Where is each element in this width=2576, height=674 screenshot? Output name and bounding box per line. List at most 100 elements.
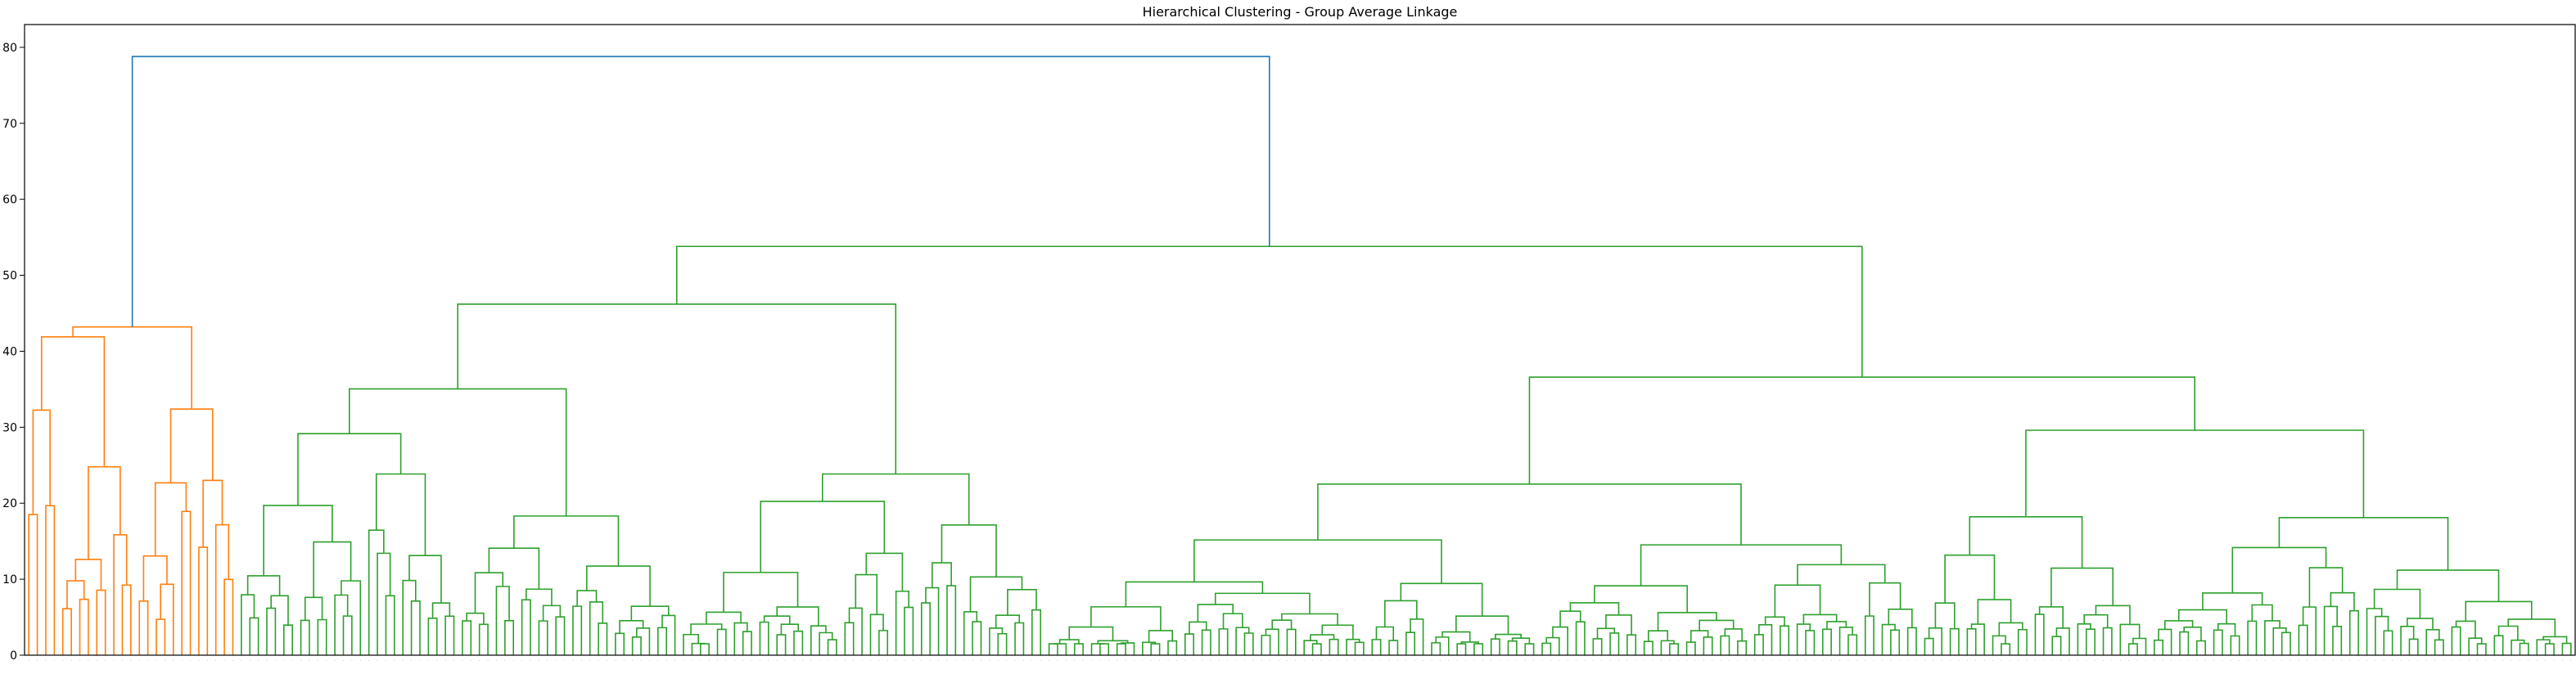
leaf-label: ·: [674, 658, 676, 663]
leaf-label: ·: [1431, 658, 1432, 663]
dendrogram-link: [2164, 620, 2194, 630]
leaf-label: ·: [547, 658, 548, 663]
dendrogram-link: [142, 555, 168, 601]
leaf-label: ·: [793, 658, 795, 663]
dendrogram-link: [1354, 641, 1365, 655]
dendrogram-link: [989, 627, 1004, 655]
dendrogram-link: [2251, 604, 2273, 622]
leaf-label: ·: [2247, 658, 2249, 663]
dendrogram-link: [74, 559, 102, 591]
dendrogram-link: [214, 523, 230, 655]
leaf-label: ·: [1924, 658, 1926, 663]
leaf-label: ·: [2434, 658, 2436, 663]
dendrogram-link: [2425, 629, 2440, 655]
dendrogram-link: [270, 595, 289, 626]
leaf-label: ·: [2213, 658, 2215, 663]
dendrogram-link: [1214, 592, 1311, 614]
dendrogram-link: [1992, 635, 2006, 655]
leaf-label: ·: [2477, 658, 2479, 663]
dendrogram-link: [1197, 604, 1234, 622]
dendrogram-link: [1271, 619, 1293, 630]
leaf-label: ·: [2366, 658, 2368, 663]
y-axis: 0 10 20 30 40 50 60 70 80: [2, 42, 25, 663]
dendrogram-link: [2366, 608, 2383, 655]
leaf-label: ·: [1049, 658, 1050, 663]
y-tick-label: 10: [2, 573, 17, 586]
dendrogram-link: [542, 604, 562, 622]
leaf-label: ·: [725, 658, 727, 663]
leaf-label: ·: [512, 658, 514, 663]
dendrogram-link: [1261, 634, 1271, 655]
leaf-label: ·: [853, 658, 855, 663]
leaf-label: ·: [88, 658, 89, 663]
dendrogram-link: [341, 580, 362, 655]
dendrogram-link: [1435, 636, 1450, 655]
leaf-label: ·: [326, 658, 327, 663]
dendrogram-link: [931, 562, 952, 588]
dendrogram-link: [2195, 640, 2206, 655]
leaf-label: ·: [368, 658, 370, 663]
leaf-label: ·: [1559, 658, 1560, 663]
dendrogram-link: [1797, 564, 1886, 586]
leaf-label: ·: [913, 658, 914, 663]
leaf-label: ·: [1082, 658, 1084, 663]
leaf-label: ·: [1482, 658, 1484, 663]
leaf-label: ·: [411, 658, 413, 663]
leaf-label: ·: [487, 658, 489, 663]
dendrogram-link: [2476, 643, 2487, 655]
leaf-label: ·: [2188, 658, 2190, 663]
leaf-label: ·: [886, 658, 888, 663]
leaf-label: ·: [1227, 658, 1229, 663]
dendrogram-link: [300, 619, 310, 655]
dendrogram-link: [1125, 581, 1264, 607]
leaf-label: ·: [1329, 658, 1331, 663]
leaf-label: ·: [496, 658, 498, 663]
leaf-label: ·: [343, 658, 345, 663]
leaf-label: ·: [1780, 658, 1781, 663]
dendrogram-link: [2247, 620, 2258, 655]
leaf-label: ·: [377, 658, 378, 663]
dendrogram-link: [1410, 618, 1424, 655]
dendrogram-link: [246, 575, 281, 596]
dendrogram-link: [138, 600, 149, 655]
leaf-label: ·: [733, 658, 735, 663]
leaf-label: ·: [760, 658, 761, 663]
dendrogram-link: [2507, 618, 2556, 637]
leaf-label: ·: [2299, 658, 2300, 663]
dendrogram-link: [1970, 623, 1985, 655]
dendrogram-link: [474, 572, 504, 613]
leaf-labels: · · · · · · · · · · · · · · · · · · · · · · · · · · · · · · · · · · · · · · · ·…: [28, 658, 2572, 663]
leaf-label: ·: [1703, 658, 1705, 663]
dendrogram-link: [2217, 622, 2236, 636]
dendrogram-link: [1592, 638, 1603, 655]
dendrogram-link: [1090, 606, 1162, 631]
leaf-label: ·: [1762, 658, 1764, 663]
dendrogram-link: [1864, 615, 1874, 655]
leaf-label: ·: [1210, 658, 1211, 663]
dendrogram-link: [716, 628, 727, 655]
dendrogram-link: [2050, 567, 2114, 607]
leaf-label: ·: [2145, 658, 2147, 663]
leaf-label: ·: [2035, 658, 2037, 663]
dendrogram-link: [2183, 627, 2202, 641]
dendrogram-link: [1821, 628, 1832, 655]
dendrogram-link: [1116, 643, 1126, 655]
leaf-label: ·: [1669, 658, 1671, 663]
leaf-label: ·: [963, 658, 965, 663]
leaf-label: ·: [828, 658, 829, 663]
leaf-label: ·: [1397, 658, 1399, 663]
leaf-label: ·: [258, 658, 259, 663]
leaf-label: ·: [2103, 658, 2105, 663]
dendrogram-link: [1073, 643, 1084, 655]
dendrogram-link: [478, 623, 489, 655]
leaf-label: ·: [70, 658, 72, 663]
dendrogram-link: [385, 595, 395, 655]
dendrogram-link: [1068, 626, 1114, 641]
dendrogram-link: [2465, 600, 2533, 622]
dendrogram-link: [2179, 631, 2190, 655]
dendrogram-link: [427, 618, 438, 655]
leaf-label: ·: [2520, 658, 2521, 663]
leaf-label: ·: [2502, 658, 2504, 663]
leaf-label: ·: [1270, 658, 1271, 663]
leaf-label: ·: [717, 658, 719, 663]
